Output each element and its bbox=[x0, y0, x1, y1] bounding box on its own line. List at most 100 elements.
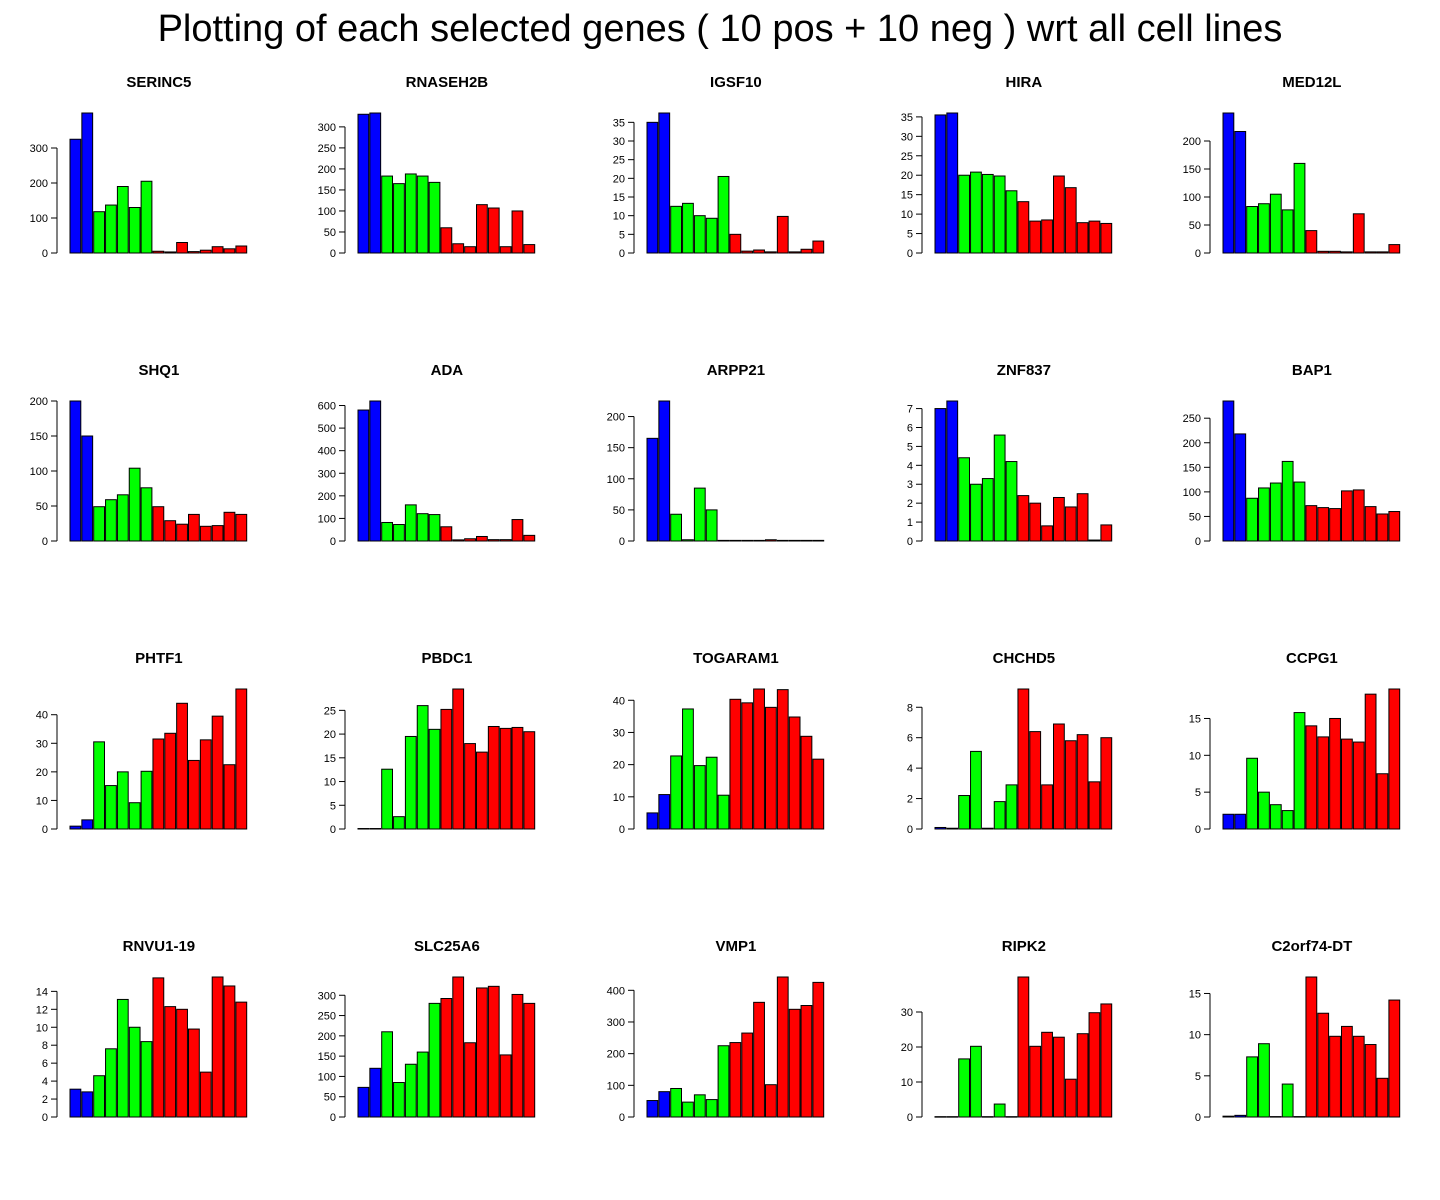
bar bbox=[1305, 725, 1318, 830]
bar bbox=[1041, 525, 1053, 542]
chart-pbdc1: PBDC1 0 5 10 15 20 25 bbox=[324, 650, 536, 836]
bar bbox=[741, 702, 754, 830]
y-tick-label: 40 bbox=[36, 710, 48, 722]
bar bbox=[1317, 507, 1330, 542]
chart-title: PHTF1 bbox=[135, 650, 183, 667]
y-tick-label: 100 bbox=[318, 206, 336, 218]
y-tick-label: 0 bbox=[1195, 248, 1201, 260]
y-tick-label: 15 bbox=[1189, 713, 1201, 725]
bar bbox=[1076, 493, 1089, 542]
y-tick-label: 0 bbox=[907, 536, 913, 548]
bar bbox=[1088, 1012, 1101, 1118]
bar bbox=[511, 519, 524, 542]
bar bbox=[499, 1054, 512, 1118]
bar bbox=[1364, 506, 1377, 542]
y-tick-label: 0 bbox=[1195, 536, 1201, 548]
bar bbox=[934, 826, 947, 830]
bar bbox=[646, 812, 659, 830]
bar bbox=[658, 112, 671, 254]
y-tick-label: 200 bbox=[318, 1031, 336, 1043]
chart-title: SERINC5 bbox=[126, 74, 191, 91]
bar bbox=[1100, 737, 1113, 830]
y-tick-label: 15 bbox=[901, 190, 913, 202]
y-tick-label: 200 bbox=[318, 491, 336, 503]
y-tick-label: 8 bbox=[907, 702, 913, 714]
bar bbox=[682, 1101, 694, 1118]
bar bbox=[1076, 222, 1089, 254]
bar bbox=[381, 768, 394, 830]
y-tick-label: 8 bbox=[42, 1040, 48, 1052]
bar bbox=[1305, 976, 1318, 1118]
bar bbox=[682, 202, 694, 254]
bar bbox=[188, 1028, 200, 1118]
chart-title: HIRA bbox=[1006, 74, 1043, 91]
bar bbox=[1017, 201, 1030, 254]
bar bbox=[105, 1048, 117, 1118]
bar bbox=[1364, 1044, 1377, 1118]
bar bbox=[1305, 230, 1318, 254]
bar bbox=[1317, 1012, 1330, 1118]
y-tick-label: 400 bbox=[607, 985, 625, 997]
bar bbox=[1352, 489, 1365, 542]
bar bbox=[1329, 1035, 1341, 1118]
bar bbox=[946, 112, 959, 254]
bar bbox=[1388, 244, 1401, 254]
bar bbox=[393, 183, 405, 254]
bar bbox=[1281, 209, 1294, 254]
bar bbox=[381, 175, 394, 254]
bar bbox=[765, 706, 777, 830]
bar bbox=[464, 1042, 476, 1118]
y-tick-label: 0 bbox=[907, 1112, 913, 1124]
bar bbox=[223, 764, 236, 830]
chart-title: RNASEH2B bbox=[406, 74, 489, 91]
y-tick-label: 50 bbox=[324, 1092, 336, 1104]
bar bbox=[753, 688, 765, 830]
bar bbox=[1246, 206, 1258, 254]
y-tick-label: 50 bbox=[1189, 220, 1201, 232]
bar bbox=[223, 511, 236, 542]
bar bbox=[776, 539, 789, 542]
y-tick-label: 600 bbox=[318, 401, 336, 413]
bar bbox=[211, 246, 224, 254]
y-tick-label: 0 bbox=[1195, 824, 1201, 836]
bar bbox=[658, 1091, 671, 1118]
bar bbox=[381, 1031, 394, 1118]
bar bbox=[729, 233, 742, 254]
bar bbox=[1029, 220, 1042, 254]
bar bbox=[1352, 1035, 1365, 1118]
bar bbox=[1017, 495, 1030, 542]
y-tick-label: 2 bbox=[907, 794, 913, 806]
bar bbox=[511, 993, 524, 1118]
bar bbox=[1017, 688, 1030, 830]
bar bbox=[393, 1082, 405, 1118]
bar bbox=[1317, 250, 1330, 254]
chart-ada: ADA 0 100 200 300 400 500 600 bbox=[318, 362, 536, 548]
y-tick-label: 30 bbox=[613, 136, 625, 148]
bar bbox=[487, 985, 500, 1118]
bar bbox=[499, 246, 512, 254]
bar bbox=[717, 539, 730, 542]
bar bbox=[1088, 220, 1101, 254]
bar bbox=[1269, 193, 1282, 254]
chart-togaram1: TOGARAM1 0 10 20 30 40 bbox=[613, 650, 825, 836]
bar bbox=[765, 251, 777, 254]
bar bbox=[1376, 513, 1389, 542]
y-tick-label: 0 bbox=[619, 824, 625, 836]
bar bbox=[93, 1075, 105, 1118]
bar bbox=[1364, 251, 1377, 254]
bar bbox=[776, 215, 789, 254]
y-tick-label: 7 bbox=[907, 404, 913, 416]
bar bbox=[428, 514, 441, 542]
bar bbox=[1388, 999, 1401, 1118]
y-tick-label: 25 bbox=[324, 705, 336, 717]
bar bbox=[1029, 502, 1042, 542]
bar bbox=[705, 217, 718, 254]
bar bbox=[523, 1002, 536, 1118]
y-tick-label: 250 bbox=[318, 1011, 336, 1023]
bar bbox=[1281, 460, 1294, 542]
bar bbox=[235, 1001, 248, 1118]
chart-title: PBDC1 bbox=[421, 650, 472, 667]
y-tick-label: 50 bbox=[36, 501, 48, 513]
bar bbox=[693, 765, 706, 830]
